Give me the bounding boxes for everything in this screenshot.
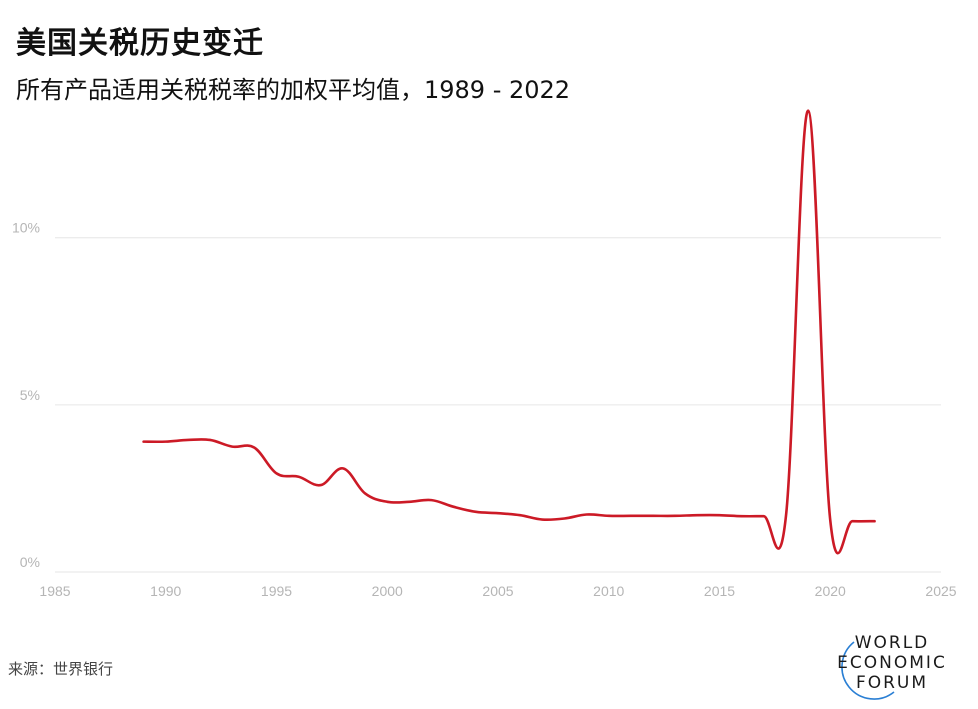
chart-title: 美国关税历史变迁: [16, 26, 264, 61]
data-point-2008: [562, 517, 566, 521]
data-point-1989: [142, 440, 146, 444]
data-point-2011: [629, 514, 633, 518]
data-point-1995: [275, 471, 279, 475]
data-point-1997: [319, 483, 323, 487]
data-point-2000: [385, 500, 389, 504]
data-point-2009: [585, 513, 589, 517]
logo-line-forum: FORUM: [855, 673, 929, 693]
x-axis-tick-labels: 1985 1990 1995 2000 2005 2010 2015 2020 2025: [39, 583, 956, 599]
series-layer: [142, 109, 877, 555]
y-axis-tick-labels: 0% 5% 10%: [12, 220, 40, 570]
data-point-2015: [718, 513, 722, 517]
data-point-2010: [607, 514, 611, 518]
x-tick-label: 2005: [482, 583, 513, 599]
grid-lines: [55, 237, 941, 573]
data-point-2017: [762, 514, 766, 518]
x-tick-label: 2000: [372, 583, 403, 599]
data-point-2018: [784, 514, 788, 518]
data-point-1998: [341, 466, 345, 470]
data-point-2006: [518, 513, 522, 517]
data-point-2005: [496, 511, 500, 515]
y-tick-label: 10%: [12, 220, 40, 236]
data-point-1991: [186, 438, 190, 442]
series-line-0: [142, 109, 876, 555]
data-point-1990: [164, 440, 168, 444]
x-tick-label: 2015: [704, 583, 735, 599]
data-point-2007: [540, 518, 544, 522]
logo-line-economic: ECONOMIC: [837, 653, 947, 673]
chart-subtitle: 所有产品适用关税税率的加权平均值，1989 - 2022: [16, 76, 571, 104]
data-point-1999: [363, 491, 367, 495]
data-point-1992: [208, 438, 212, 442]
data-point-1996: [297, 475, 301, 479]
logo-swoosh-icon: [841, 641, 895, 700]
x-tick-label: 1990: [150, 583, 181, 599]
data-point-2004: [474, 510, 478, 514]
data-point-1994: [252, 446, 256, 450]
data-point-2014: [695, 513, 699, 517]
data-point-2003: [452, 505, 456, 509]
data-point-2012: [651, 514, 655, 518]
x-tick-label: 2010: [593, 583, 624, 599]
x-tick-label: 2025: [925, 583, 956, 599]
data-point-2019: [806, 109, 810, 113]
logo-line-world: WORLD: [854, 633, 930, 653]
x-tick-label: 1985: [39, 583, 70, 599]
data-point-2020: [828, 518, 832, 522]
source-note: 来源：世界银行: [8, 660, 114, 678]
x-tick-label: 1995: [261, 583, 292, 599]
data-point-2013: [673, 514, 677, 518]
y-tick-label: 0%: [20, 554, 40, 570]
data-point-2001: [407, 500, 411, 504]
wef-logo: WORLD ECONOMIC FORUM: [822, 626, 962, 700]
data-point-1993: [230, 445, 234, 449]
y-tick-label: 5%: [20, 387, 40, 403]
data-point-2021: [850, 519, 854, 523]
data-point-2022: [873, 519, 877, 523]
data-point-2016: [740, 514, 744, 518]
x-tick-label: 2020: [815, 583, 846, 599]
data-point-2002: [430, 498, 434, 502]
